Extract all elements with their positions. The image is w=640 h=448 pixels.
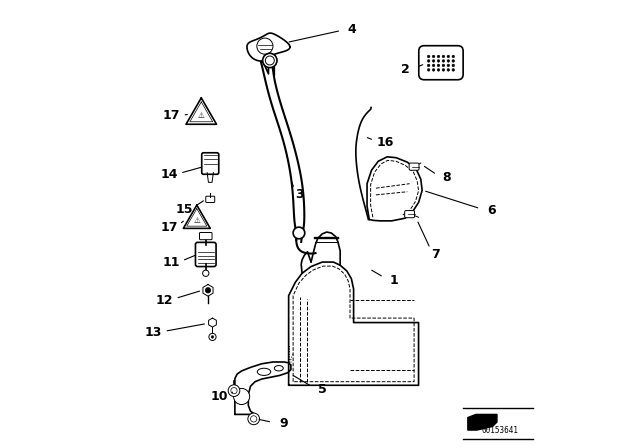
Circle shape xyxy=(442,55,445,58)
Circle shape xyxy=(447,69,450,71)
Polygon shape xyxy=(289,262,419,385)
Circle shape xyxy=(447,55,450,58)
Circle shape xyxy=(437,69,440,71)
Circle shape xyxy=(442,69,445,71)
Circle shape xyxy=(428,55,430,58)
Polygon shape xyxy=(203,284,213,296)
FancyBboxPatch shape xyxy=(404,211,415,218)
Circle shape xyxy=(442,60,445,62)
Circle shape xyxy=(437,55,440,58)
Text: 00153641: 00153641 xyxy=(482,426,519,435)
FancyBboxPatch shape xyxy=(202,153,219,174)
Circle shape xyxy=(452,60,454,62)
Polygon shape xyxy=(301,252,311,273)
Text: 11: 11 xyxy=(163,256,180,270)
Circle shape xyxy=(432,69,435,71)
Circle shape xyxy=(228,385,240,396)
Text: 3: 3 xyxy=(296,188,304,202)
Polygon shape xyxy=(184,205,210,228)
Circle shape xyxy=(447,64,450,67)
Text: 4: 4 xyxy=(348,22,356,36)
Text: 9: 9 xyxy=(279,417,287,430)
Text: 13: 13 xyxy=(145,326,162,339)
Polygon shape xyxy=(468,414,497,430)
Text: 17: 17 xyxy=(160,220,178,234)
Circle shape xyxy=(447,60,450,62)
Circle shape xyxy=(432,60,435,62)
FancyBboxPatch shape xyxy=(409,163,419,170)
Text: 12: 12 xyxy=(156,293,173,307)
Text: 17: 17 xyxy=(163,109,180,122)
Circle shape xyxy=(211,336,214,338)
Text: 15: 15 xyxy=(176,202,193,216)
Circle shape xyxy=(437,60,440,62)
Text: 14: 14 xyxy=(160,168,178,181)
Circle shape xyxy=(442,64,445,67)
Text: 10: 10 xyxy=(211,390,228,403)
Polygon shape xyxy=(247,33,290,61)
Circle shape xyxy=(432,55,435,58)
Text: ⚠: ⚠ xyxy=(193,216,200,225)
Circle shape xyxy=(428,69,430,71)
Polygon shape xyxy=(235,362,291,414)
Polygon shape xyxy=(209,318,216,327)
Circle shape xyxy=(428,64,430,67)
Circle shape xyxy=(248,413,260,425)
Circle shape xyxy=(452,55,454,58)
Text: 6: 6 xyxy=(487,204,495,217)
Text: 8: 8 xyxy=(442,171,451,185)
Ellipse shape xyxy=(275,366,284,371)
FancyBboxPatch shape xyxy=(206,196,215,202)
Polygon shape xyxy=(207,172,213,182)
Polygon shape xyxy=(186,98,216,124)
Circle shape xyxy=(293,227,305,239)
Ellipse shape xyxy=(257,368,271,375)
Text: 2: 2 xyxy=(401,63,410,76)
Circle shape xyxy=(437,64,440,67)
Text: ⚠: ⚠ xyxy=(198,111,205,120)
Circle shape xyxy=(209,333,216,340)
Circle shape xyxy=(432,64,435,67)
Text: 1: 1 xyxy=(390,273,398,287)
Text: 7: 7 xyxy=(431,248,440,261)
Text: 16: 16 xyxy=(376,135,394,149)
Circle shape xyxy=(205,288,211,293)
Circle shape xyxy=(234,388,250,405)
Circle shape xyxy=(428,60,430,62)
Circle shape xyxy=(452,69,454,71)
Polygon shape xyxy=(367,157,422,221)
FancyBboxPatch shape xyxy=(200,233,212,240)
Circle shape xyxy=(203,270,209,276)
FancyBboxPatch shape xyxy=(419,46,463,80)
Circle shape xyxy=(452,64,454,67)
Circle shape xyxy=(262,53,277,68)
FancyBboxPatch shape xyxy=(195,242,216,267)
Text: 5: 5 xyxy=(318,383,326,396)
